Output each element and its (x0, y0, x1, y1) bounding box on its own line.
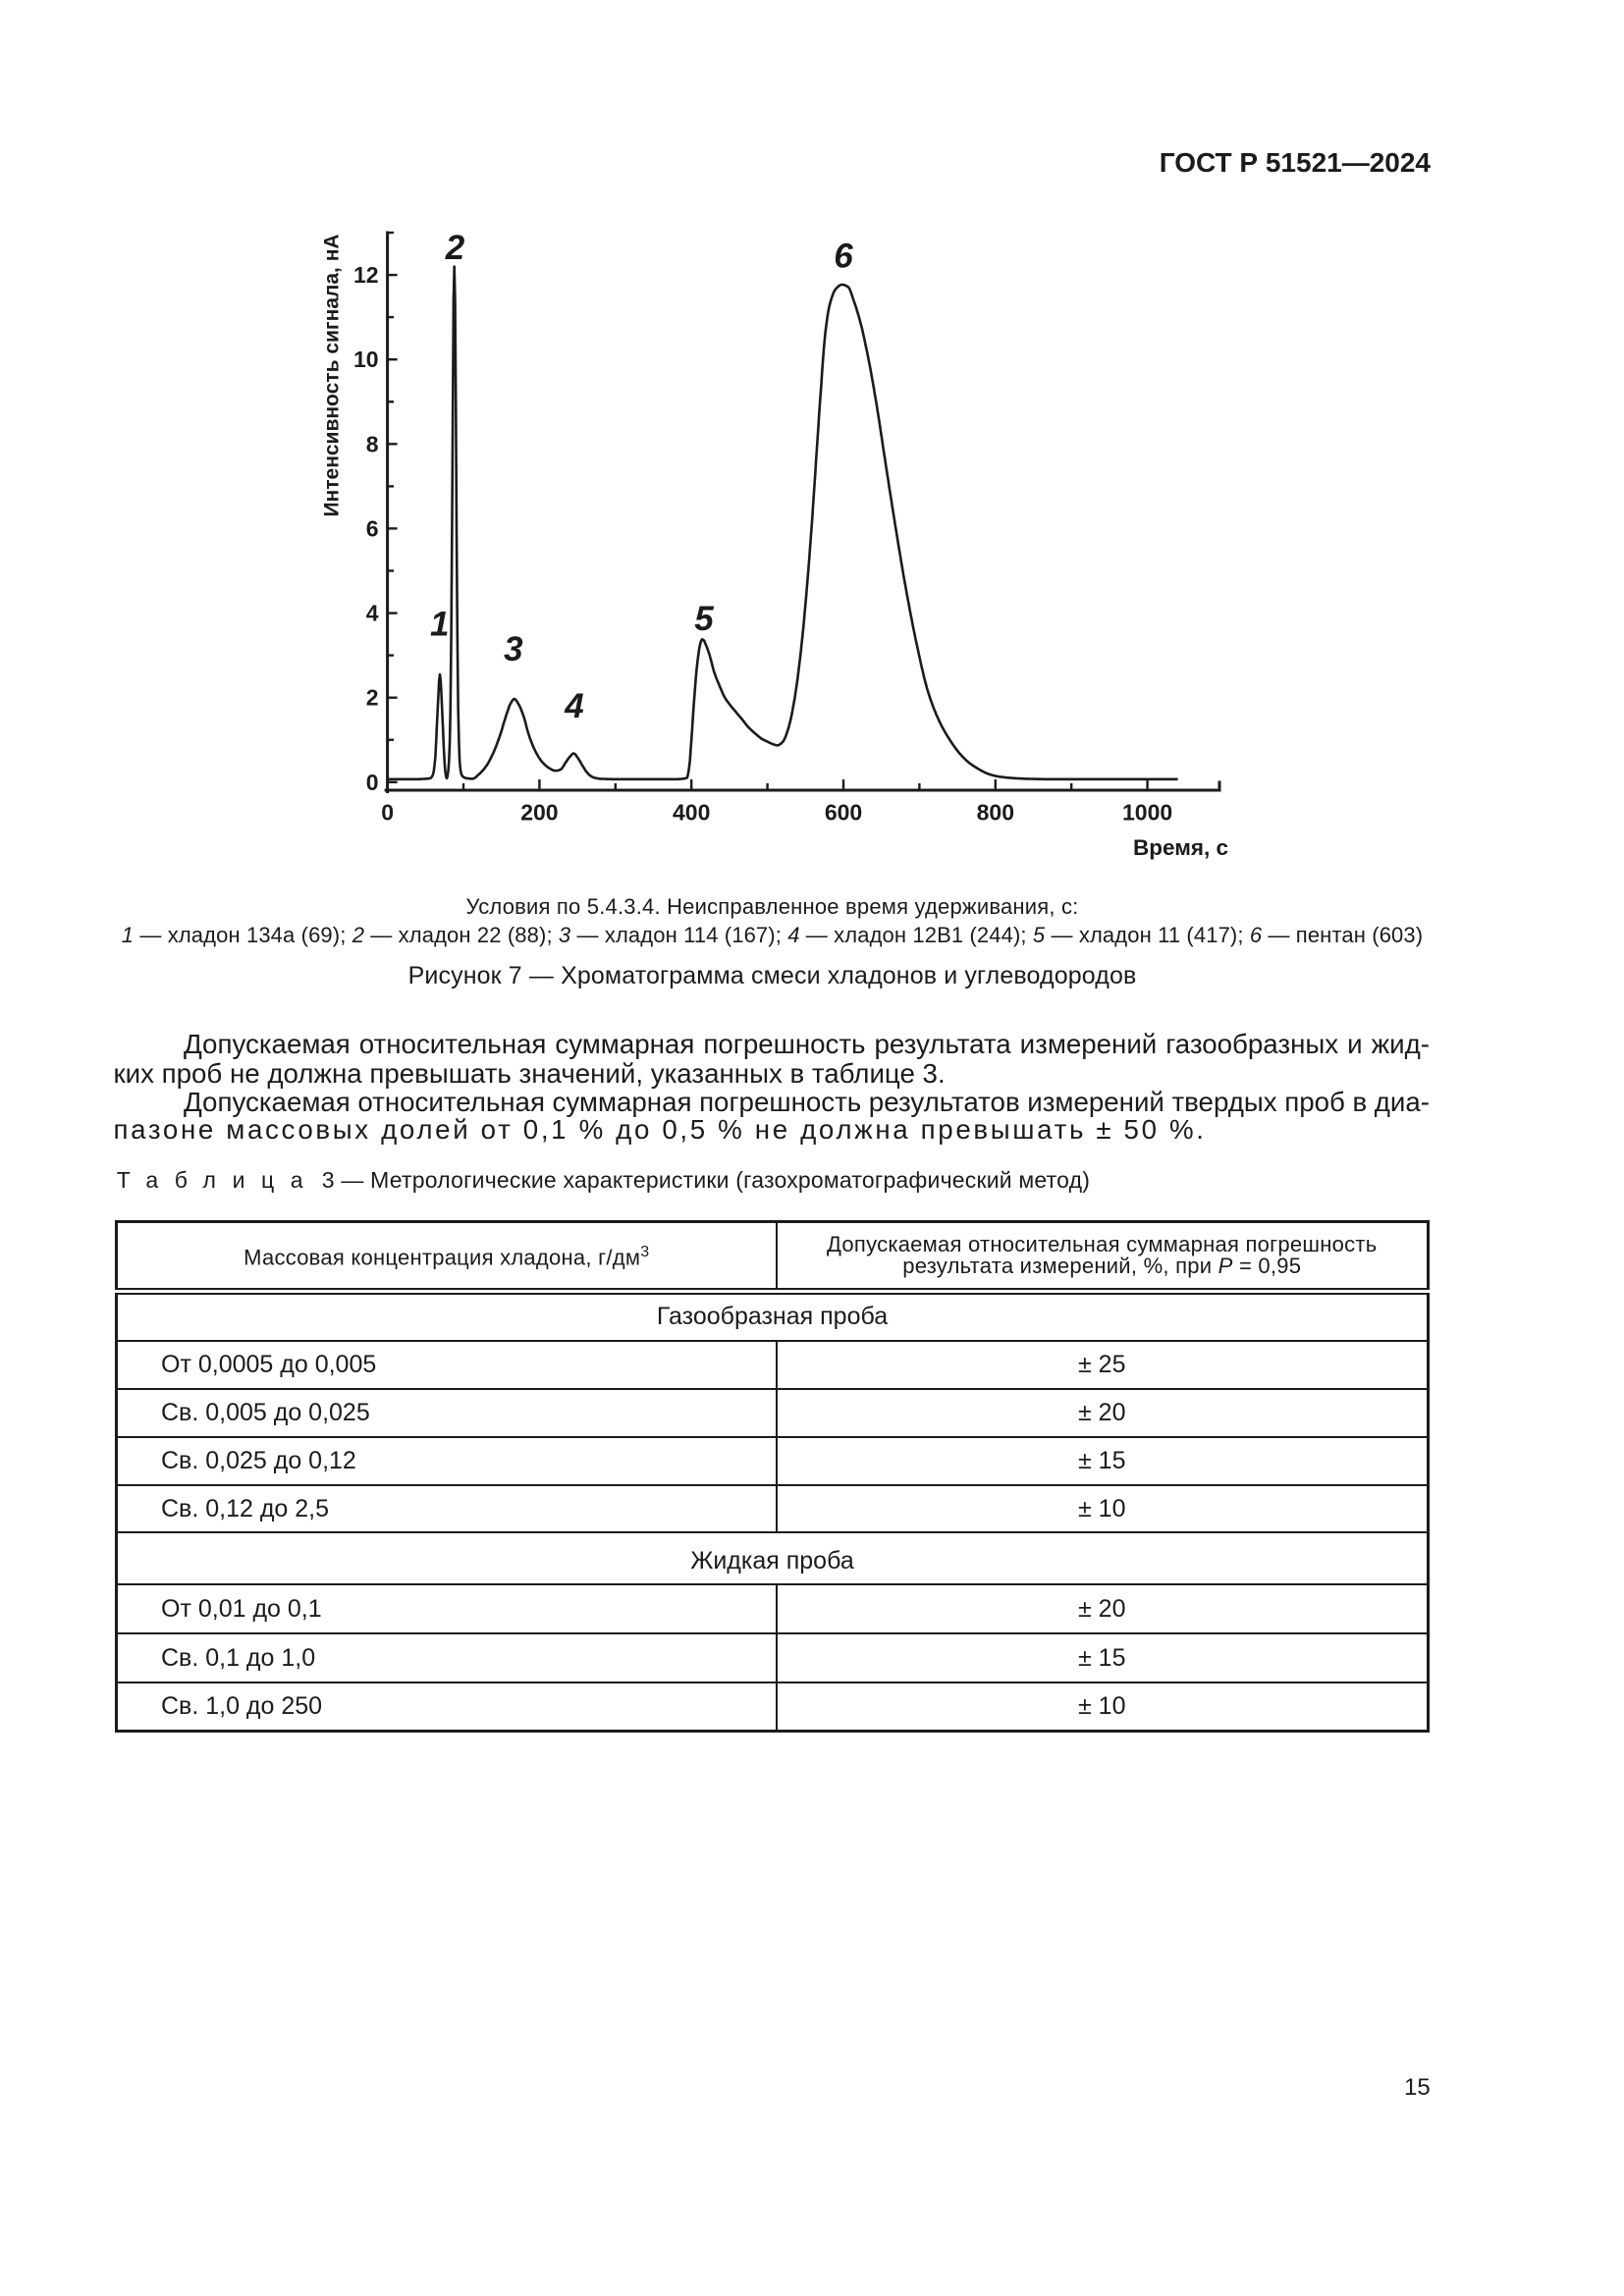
svg-text:6: 6 (366, 515, 379, 541)
svg-text:3: 3 (504, 630, 523, 668)
svg-text:800: 800 (977, 800, 1014, 826)
svg-text:10: 10 (353, 347, 379, 372)
svg-text:12: 12 (353, 262, 379, 288)
svg-text:200: 200 (520, 800, 558, 826)
svg-text:4: 4 (564, 687, 583, 725)
svg-text:2: 2 (445, 229, 465, 267)
svg-text:Время, с: Время, с (1133, 835, 1228, 860)
svg-text:1000: 1000 (1122, 800, 1172, 826)
svg-text:0: 0 (366, 770, 379, 795)
svg-text:Интенсивность сигнала, нА: Интенсивность сигнала, нА (321, 234, 344, 516)
svg-text:4: 4 (366, 601, 379, 626)
svg-text:6: 6 (834, 237, 853, 275)
svg-text:8: 8 (366, 431, 379, 456)
svg-text:1: 1 (430, 606, 449, 644)
svg-text:400: 400 (673, 800, 710, 826)
svg-text:0: 0 (381, 800, 394, 826)
svg-text:5: 5 (694, 600, 714, 638)
svg-text:2: 2 (366, 685, 379, 711)
svg-text:600: 600 (825, 800, 862, 826)
